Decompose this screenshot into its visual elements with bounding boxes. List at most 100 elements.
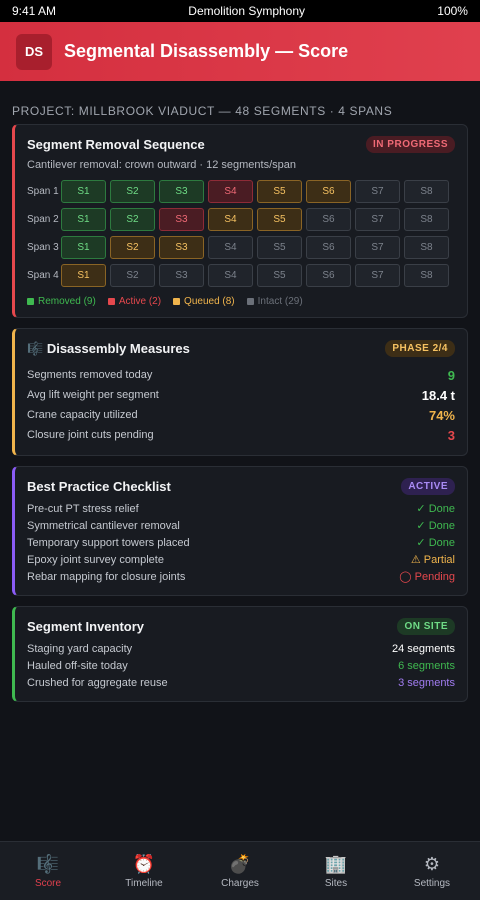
segment-legend: Removed (9) Active (2) Queued (8) Intact (2… — [27, 296, 455, 307]
metric-label: Avg lift weight per segment — [27, 389, 159, 401]
segment-cell[interactable]: S4 — [208, 208, 253, 231]
checklist-item[interactable]: Epoxy joint survey complete ⚠ Partial — [27, 551, 455, 568]
legend-swatch — [173, 298, 181, 305]
span-row: Span 3 S1 S2 S3 S4 S5 S6 S7 S8 — [27, 236, 455, 259]
tab-sites[interactable]: 🏢 Sites — [288, 842, 384, 900]
legend-item: Active (2) — [107, 296, 161, 307]
span-label: Span 4 — [27, 269, 59, 281]
legend-label: Queued (8) — [184, 296, 235, 307]
page-title: Segmental Disassembly — Score — [64, 41, 349, 61]
segment-cell[interactable]: S1 — [61, 264, 106, 287]
segment-cell[interactable]: S3 — [159, 208, 204, 231]
segment-cell[interactable]: S5 — [257, 180, 302, 203]
legend-label: Removed (9) — [38, 296, 96, 307]
segment-cell[interactable]: S3 — [159, 264, 204, 287]
legend-item: Intact (29) — [246, 296, 303, 307]
checklist-item[interactable]: Pre-cut PT stress relief ✓ Done — [27, 500, 455, 517]
metric-value: 18.4 t — [421, 387, 455, 403]
checklist-status: ✓ Done — [416, 520, 455, 532]
checklist-label: Epoxy joint survey complete — [27, 553, 164, 566]
active-badge: ACTIVE — [401, 478, 455, 495]
segment-cell[interactable]: S8 — [404, 208, 449, 231]
segment-cell[interactable]: S3 — [159, 236, 204, 259]
segment-cell[interactable]: S7 — [355, 208, 400, 231]
segment-cell[interactable]: S5 — [257, 236, 302, 259]
tab-timeline[interactable]: ⏰ Timeline — [96, 842, 192, 900]
segment-cell[interactable]: S6 — [306, 208, 351, 231]
inventory-label: Hauled off-site today — [27, 659, 128, 672]
segment-cell[interactable]: S6 — [306, 264, 351, 287]
segment-cell[interactable]: S3 — [159, 180, 204, 203]
timeline-icon: ⏰ — [132, 853, 156, 874]
segment-cell[interactable]: S2 — [110, 180, 155, 203]
inventory-label: Crushed for aggregate reuse — [27, 676, 168, 689]
checklist-status: ✓ Done — [416, 537, 455, 549]
legend-swatch — [27, 298, 34, 305]
status-badge: IN PROGRESS — [366, 136, 455, 153]
checklist-item[interactable]: Temporary support towers placed ✓ Done — [27, 534, 455, 551]
span-label: Span 2 — [27, 213, 59, 225]
span-row: Span 1 S1 S2 S3 S4 S5 S6 S7 S8 — [27, 180, 455, 203]
score-icon: 🎼 — [36, 853, 60, 874]
span-label: Span 3 — [27, 241, 59, 253]
checklist-title: Best Practice Checklist — [27, 479, 171, 494]
legend-swatch — [246, 298, 254, 305]
segment-cell[interactable]: S1 — [61, 180, 106, 203]
segment-cell[interactable]: S2 — [110, 208, 155, 231]
segment-cell[interactable]: S4 — [208, 264, 253, 287]
measures-list: Segments removed today 9 Avg lift weight p… — [27, 365, 455, 445]
inventory-row: Crushed for aggregate reuse 3 segments — [27, 674, 455, 691]
span-segments: S1 S2 S3 S4 S5 S6 S7 S8 — [61, 208, 449, 231]
span-segments: S1 S2 S3 S4 S5 S6 S7 S8 — [61, 180, 449, 203]
segment-cell[interactable]: S7 — [355, 180, 400, 203]
segment-cell[interactable]: S8 — [404, 180, 449, 203]
checklist-item[interactable]: Rebar mapping for closure joints ◯ Pendin… — [27, 568, 455, 585]
span-label: Span 1 — [27, 185, 59, 197]
checklist-label: Pre-cut PT stress relief — [27, 502, 139, 515]
segment-cell[interactable]: S5 — [257, 264, 302, 287]
metric-label: Closure joint cuts pending — [27, 429, 154, 441]
checklist-label: Symmetrical cantilever removal — [27, 519, 180, 532]
segment-cell[interactable]: S7 — [355, 236, 400, 259]
segment-cell[interactable]: S6 — [306, 236, 351, 259]
checklist-status: ◯ Pending — [399, 571, 455, 583]
checklist: Pre-cut PT stress relief ✓ Done Symmetrica… — [27, 500, 455, 585]
segment-grid: Span 1 S1 S2 S3 S4 S5 S6 S7 S8 Span 2 S1 S2 S3 S4 S5 S6… — [27, 180, 455, 287]
segment-cell[interactable]: S8 — [404, 264, 449, 287]
metric-value: 74% — [428, 407, 455, 423]
inventory-title: Segment Inventory — [27, 619, 145, 634]
status-bar: 9:41 AM Demolition Symphony 100% — [0, 0, 480, 22]
legend-item: Queued (8) — [173, 296, 235, 307]
segment-cell[interactable]: S6 — [306, 180, 351, 203]
tab-score[interactable]: 🎼 Score — [0, 842, 96, 900]
segment-cell[interactable]: S7 — [355, 264, 400, 287]
inventory-value: 6 segments — [398, 659, 455, 672]
tab-charges[interactable]: 💣 Charges — [192, 842, 288, 900]
tab-label: Sites — [324, 877, 348, 889]
segment-cell[interactable]: S5 — [257, 208, 302, 231]
metric-value: 9 — [447, 367, 455, 383]
inventory-list: Staging yard capacity 24 segments Hauled o… — [27, 640, 455, 691]
span-row: Span 4 S1 S2 S3 S4 S5 S6 S7 S8 — [27, 264, 455, 287]
inventory-card: Segment Inventory ON SITE Staging yard c… — [12, 606, 468, 702]
segment-cell[interactable]: S4 — [208, 180, 253, 203]
segment-cell[interactable]: S1 — [61, 236, 106, 259]
charges-icon: 💣 — [228, 853, 252, 874]
segment-cell[interactable]: S4 — [208, 236, 253, 259]
checklist-status: ⚠ Partial — [410, 554, 455, 566]
segment-cell[interactable]: S2 — [110, 264, 155, 287]
sequence-subtitle: Cantilever removal: crown outward · 12 s… — [27, 159, 297, 171]
settings-icon: ⚙ — [423, 853, 441, 874]
metric-row: Avg lift weight per segment 18.4 t — [27, 385, 455, 405]
tab-settings[interactable]: ⚙ Settings — [384, 842, 480, 900]
sequence-title: Segment Removal Sequence — [27, 137, 205, 152]
segment-cell[interactable]: S8 — [404, 236, 449, 259]
segment-cell[interactable]: S1 — [61, 208, 106, 231]
checklist-item[interactable]: Symmetrical cantilever removal ✓ Done — [27, 517, 455, 534]
sequence-card: Segment Removal Sequence IN PROGRESS Can… — [12, 124, 468, 318]
segment-cell[interactable]: S2 — [110, 236, 155, 259]
checklist-label: Rebar mapping for closure joints — [27, 570, 186, 583]
inventory-value: 3 segments — [398, 676, 455, 689]
legend-swatch — [107, 298, 115, 305]
status-battery: 100% — [437, 4, 468, 18]
